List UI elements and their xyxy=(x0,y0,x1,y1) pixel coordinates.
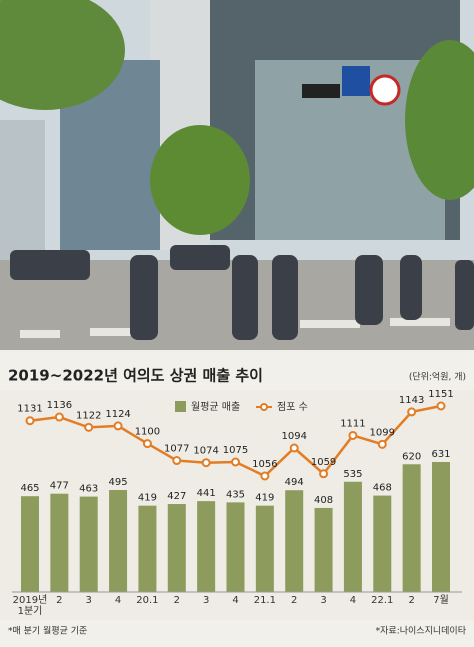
line-marker xyxy=(231,457,240,467)
bar xyxy=(226,502,245,592)
source: *자료:나이스지니데이타 xyxy=(376,626,467,637)
street-photo xyxy=(0,0,474,350)
x-tick-label: 22.1 xyxy=(371,595,394,606)
line-value-label: 1151 xyxy=(428,389,453,400)
line-value-label: 1131 xyxy=(17,404,42,415)
chart-title: 2019~2022년 여의도 상권 매출 추이 xyxy=(8,367,263,385)
bar xyxy=(373,495,392,592)
x-tick-label: 3 xyxy=(202,595,210,606)
line-marker xyxy=(201,458,211,468)
line-value-label: 1143 xyxy=(399,395,424,406)
bar xyxy=(138,505,157,592)
x-tick-label: 7월 xyxy=(433,595,449,606)
legend-label: 점포 수 xyxy=(277,401,308,413)
line-marker xyxy=(113,421,123,431)
line-marker xyxy=(407,407,417,417)
line-marker xyxy=(436,401,446,411)
line-marker xyxy=(142,439,152,449)
x-tick-label: 21.1 xyxy=(253,595,276,606)
bar-value-label: 535 xyxy=(343,469,362,480)
bar xyxy=(197,501,216,592)
bar-value-label: 495 xyxy=(109,477,128,488)
line-value-label: 1122 xyxy=(76,410,101,421)
bar-value-label: 419 xyxy=(138,493,157,504)
line-value-label: 1111 xyxy=(340,418,365,429)
unit-note: (단위:억원, 개) xyxy=(409,371,466,383)
line-marker xyxy=(319,469,329,479)
x-tick-label: 2019년 1분기 xyxy=(12,595,48,617)
footnote: *매 분기 월평균 기준 xyxy=(8,625,87,637)
legend-swatch xyxy=(260,403,268,411)
line-value-label: 1136 xyxy=(47,400,72,411)
line-marker xyxy=(348,430,358,440)
line-value-label: 1099 xyxy=(370,427,395,438)
line-value-label: 1094 xyxy=(281,431,306,442)
x-tick-label: 3 xyxy=(85,595,92,606)
line-marker xyxy=(377,439,387,449)
line-value-label: 1124 xyxy=(105,409,130,420)
x-tick-label: 2 xyxy=(291,595,298,606)
bar xyxy=(343,481,362,592)
x-tick-label: 4 xyxy=(349,595,357,606)
bar-value-label: 494 xyxy=(285,477,304,488)
bar-value-label: 631 xyxy=(431,449,450,460)
x-tick-label: 4 xyxy=(114,595,122,606)
bar xyxy=(79,496,98,592)
bar-value-label: 419 xyxy=(255,493,274,504)
bar-value-label: 441 xyxy=(197,488,216,499)
bar xyxy=(432,462,450,592)
line-marker xyxy=(25,416,35,426)
line-marker xyxy=(260,471,270,481)
legend-label: 월평균 매출 xyxy=(191,401,240,413)
line-value-label: 1074 xyxy=(193,446,218,457)
bar-value-label: 463 xyxy=(79,484,98,495)
x-tick-label: 2 xyxy=(56,595,63,606)
bar-value-label: 408 xyxy=(314,495,333,506)
bar-value-label: 468 xyxy=(373,483,392,494)
line-value-label: 1056 xyxy=(252,459,277,470)
bar xyxy=(285,490,304,592)
x-tick-label: 2 xyxy=(408,595,415,606)
bar-value-label: 620 xyxy=(402,451,421,462)
line-value-label: 1059 xyxy=(311,457,336,468)
bar-value-label: 465 xyxy=(20,483,39,494)
bar xyxy=(314,507,333,592)
bar-value-label: 427 xyxy=(167,491,186,502)
x-tick-label: 4 xyxy=(232,595,239,606)
chart: 2019~2022년 여의도 상권 매출 추이 (단위:억원, 개) 월평균 매… xyxy=(0,367,474,637)
bar xyxy=(402,464,421,592)
line-value-label: 1100 xyxy=(135,427,160,438)
line-marker xyxy=(84,422,94,432)
x-tick-label: 20.1 xyxy=(136,595,159,606)
line-marker xyxy=(54,412,64,422)
line-value-label: 1077 xyxy=(164,444,189,455)
x-tick-label: 3 xyxy=(320,595,327,606)
bar xyxy=(21,496,39,592)
bar xyxy=(109,490,128,592)
bar-value-label: 477 xyxy=(50,481,69,492)
bar xyxy=(50,493,69,592)
bar xyxy=(167,504,186,592)
line-marker xyxy=(289,443,299,453)
bar-value-label: 435 xyxy=(226,489,245,500)
legend-swatch xyxy=(175,401,186,412)
bar xyxy=(255,505,274,592)
x-tick-label: 2 xyxy=(173,595,180,606)
line-value-label: 1075 xyxy=(223,445,248,456)
line-marker xyxy=(172,456,182,466)
